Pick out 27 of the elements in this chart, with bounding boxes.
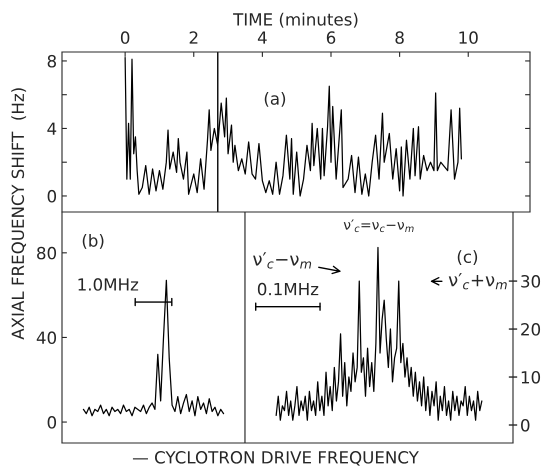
annotation: (b) bbox=[82, 234, 104, 249]
annotation: ν′$_{c}$−ν$_{m}$ bbox=[253, 252, 312, 269]
y-tick-label: 20 bbox=[521, 323, 540, 336]
annotation: ν′$_{c}$+ν$_{m}$ bbox=[448, 273, 507, 290]
y-tick-label: 8 bbox=[48, 54, 56, 68]
x-axis-title: — CYCLOTRON DRIVE FREQUENCY bbox=[132, 451, 419, 466]
x-tick-label: 4 bbox=[258, 32, 267, 44]
x-tick-label: 6 bbox=[326, 31, 336, 44]
annotation: 0.1MHz bbox=[258, 282, 318, 296]
y-tick-label: 0 bbox=[48, 190, 56, 203]
x-tick-label: 2 bbox=[190, 31, 198, 44]
x-axis-title: TIME (minutes) bbox=[233, 12, 358, 28]
y-tick-label: 80 bbox=[37, 246, 56, 260]
annotation: 1.0MHz bbox=[78, 278, 138, 291]
y-tick-label: 0 bbox=[48, 416, 56, 429]
x-tick-label: 10 bbox=[459, 31, 478, 44]
y-tick-label: 40 bbox=[36, 331, 56, 344]
annotation: (c) bbox=[458, 250, 478, 265]
x-tick-label: 0 bbox=[120, 31, 130, 44]
annotation: (a) bbox=[264, 92, 286, 107]
y-tick-label: 4 bbox=[47, 122, 56, 135]
y-tick-label: 10 bbox=[522, 370, 540, 384]
annotation: ν′$_{c}$=ν$_{c}$−ν$_{m}$ bbox=[344, 220, 414, 232]
x-tick-label: 8 bbox=[395, 31, 404, 44]
y-tick-label: 30 bbox=[521, 275, 540, 288]
y-tick-label: 0 bbox=[521, 418, 530, 432]
y-axis-title: AXIAL FREQUENCY SHIFT (Hz) bbox=[11, 88, 26, 340]
